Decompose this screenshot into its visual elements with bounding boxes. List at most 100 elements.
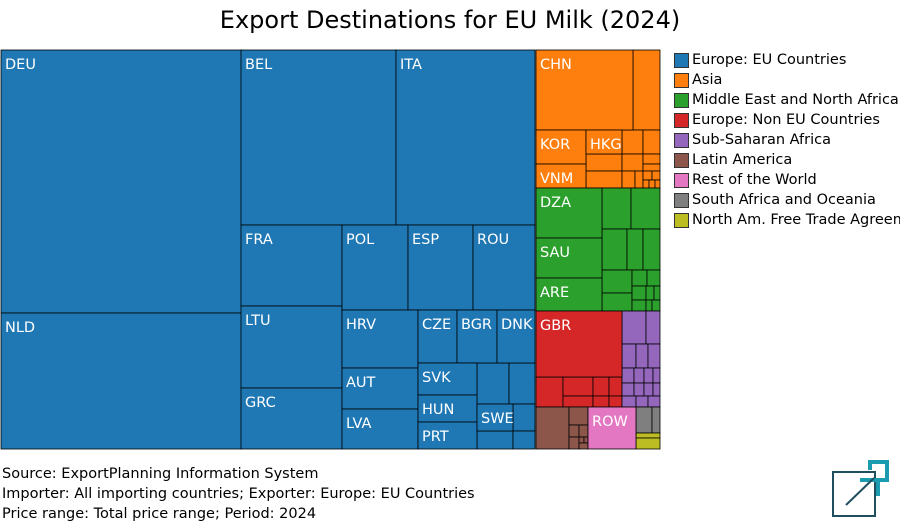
- legend-label: South Africa and Oceania: [692, 192, 876, 208]
- treemap-tile: [642, 179, 650, 189]
- legend-item: North Am. Free Trade Agreement: [674, 210, 900, 230]
- treemap-tile-row: [587, 406, 637, 450]
- treemap-tile-chn: [535, 49, 634, 131]
- tile-label-bel: BEL: [245, 57, 272, 73]
- treemap-tile: [642, 163, 661, 172]
- legend-item: Latin America: [674, 150, 900, 170]
- legend-swatch: [674, 192, 689, 208]
- tile-label-nld: NLD: [5, 320, 35, 336]
- treemap-tile: [512, 403, 536, 432]
- treemap-tile: [621, 343, 637, 369]
- exportplanning-logo-icon: [832, 460, 889, 517]
- treemap-tile-hkg: [585, 129, 623, 155]
- legend: Europe: EU Countries Asia Middle East and …: [674, 50, 900, 230]
- treemap-tile-fra: [240, 224, 343, 307]
- treemap-tile: [647, 343, 661, 369]
- legend-label: Latin America: [692, 152, 793, 168]
- legend-label: Middle East and North Africa: [692, 92, 899, 108]
- treemap-tile: [635, 343, 649, 369]
- treemap-tile: [592, 376, 610, 397]
- legend-label: Europe: EU Countries: [692, 52, 847, 68]
- treemap-tile: [631, 285, 647, 301]
- tile-label-row: ROW: [592, 414, 628, 430]
- legend-item: Asia: [674, 70, 900, 90]
- treemap-tile: [647, 395, 661, 408]
- treemap-tile: [633, 367, 645, 384]
- treemap-tile: [476, 362, 510, 405]
- legend-label: North Am. Free Trade Agreement: [692, 212, 900, 228]
- treemap-tile: [646, 269, 661, 287]
- treemap-tile: [630, 187, 661, 230]
- footer-importer: Importer: All importing countries; Expor…: [2, 486, 475, 502]
- treemap-tile: [635, 395, 649, 408]
- tile-label-hun: HUN: [422, 402, 454, 418]
- treemap-tile: [585, 153, 623, 172]
- legend-label: Asia: [692, 72, 723, 88]
- treemap-tile: [601, 228, 628, 271]
- treemap-tile: [631, 299, 647, 312]
- treemap-tile-bel: [240, 49, 397, 226]
- tile-label-svk: SVK: [422, 370, 451, 386]
- tile-label-pol: POL: [346, 232, 374, 248]
- treemap-tile: [642, 228, 661, 271]
- tile-label-rou: ROU: [477, 232, 509, 248]
- treemap-tile-are: [535, 277, 603, 312]
- treemap-tile: [562, 395, 594, 408]
- treemap-tile: [568, 424, 580, 438]
- treemap-tile-prt: [417, 421, 478, 450]
- treemap-tile: [585, 170, 623, 189]
- legend-label: Sub-Saharan Africa: [692, 132, 831, 148]
- treemap-tile-hrv: [341, 309, 419, 369]
- treemap-tile: [578, 424, 589, 438]
- treemap-tile: [608, 376, 623, 397]
- treemap-tile: [643, 367, 654, 384]
- treemap-tile: [608, 395, 623, 408]
- tile-label-are: ARE: [540, 285, 569, 301]
- tile-label-prt: PRT: [422, 429, 449, 445]
- treemap-tile-dnk: [496, 309, 536, 364]
- treemap-tile: [633, 382, 645, 397]
- treemap-tile-hun: [417, 394, 478, 423]
- treemap-tile: [535, 376, 564, 408]
- treemap-tile: [642, 129, 661, 155]
- treemap-tile: [592, 395, 610, 408]
- tile-label-grc: GRC: [245, 395, 276, 411]
- legend-swatch: [674, 92, 689, 108]
- treemap-tile: [601, 187, 632, 230]
- tile-label-aut: AUT: [346, 375, 376, 391]
- treemap-tile: [651, 299, 661, 312]
- treemap-tile: [621, 395, 637, 408]
- treemap-tile: [654, 179, 661, 189]
- treemap-tile: [583, 436, 589, 444]
- treemap-tile: [651, 406, 661, 434]
- treemap-tile: [632, 49, 661, 131]
- treemap-tile: [651, 170, 661, 181]
- legend-swatch: [674, 52, 689, 68]
- legend-swatch: [674, 212, 689, 228]
- treemap-tile: [645, 310, 661, 345]
- tile-label-hkg: HKG: [590, 137, 622, 153]
- tile-label-gbr: GBR: [540, 318, 571, 334]
- tile-label-chn: CHN: [540, 57, 572, 73]
- legend-item: Middle East and North Africa: [674, 90, 900, 110]
- tile-label-vnm: VNM: [540, 171, 573, 187]
- treemap-tile-rou: [472, 224, 536, 311]
- treemap-tile: [476, 430, 514, 450]
- tile-label-dza: DZA: [540, 195, 571, 211]
- treemap-tile-deu: [0, 49, 243, 314]
- treemap-tile-esp: [407, 224, 474, 311]
- treemap-tile: [635, 432, 661, 439]
- treemap-tile-vnm: [535, 163, 587, 189]
- treemap-tile: [578, 436, 585, 444]
- treemap-tile-ita: [395, 49, 536, 226]
- treemap-tile: [578, 442, 589, 450]
- tile-label-ita: ITA: [400, 57, 422, 73]
- treemap-tile-lva: [341, 408, 419, 450]
- legend-swatch: [674, 172, 689, 188]
- tile-label-fra: FRA: [245, 232, 273, 248]
- treemap-tile: [626, 228, 644, 271]
- treemap-tile: [652, 382, 661, 397]
- legend-item: South Africa and Oceania: [674, 190, 900, 210]
- legend-swatch: [674, 112, 689, 128]
